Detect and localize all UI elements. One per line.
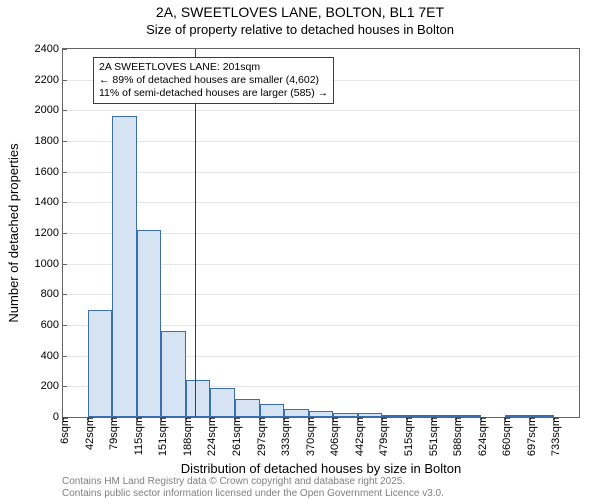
x-tick-label: 551sqm [428,417,440,456]
y-tick-label: 1000 [35,258,63,270]
x-axis-label: Distribution of detached houses by size … [62,461,580,476]
chart-title-line2: Size of property relative to detached ho… [0,22,600,37]
x-tick-label: 224sqm [206,417,218,456]
y-tick-label: 2200 [35,74,63,86]
x-tick-label: 406sqm [329,417,341,456]
grid-line [63,202,579,203]
annotation-line: 2A SWEETLOVES LANE: 201sqm [99,61,328,74]
x-tick-label: 79sqm [108,417,120,450]
x-tick-label: 442sqm [354,417,366,456]
grid-line [63,141,579,142]
histogram-bar [284,409,309,417]
y-tick-label: 2400 [35,43,63,55]
x-tick-label: 151sqm [157,417,169,456]
annotation-line: ← 89% of detached houses are smaller (4,… [99,74,328,87]
x-tick-label: 6sqm [59,417,71,444]
histogram-bar [161,331,186,417]
x-tick-label: 733sqm [550,417,562,456]
footer-attribution: Contains HM Land Registry data © Crown c… [62,476,580,500]
chart-container: 2A, SWEETLOVES LANE, BOLTON, BL1 7ET Siz… [0,0,600,500]
x-tick-label: 697sqm [526,417,538,456]
annotation-line: 11% of semi-detached houses are larger (… [99,87,328,100]
histogram-bar [137,230,162,417]
histogram-bar [186,380,211,417]
x-tick-label: 660sqm [501,417,513,456]
grid-line [63,172,579,173]
histogram-bar [260,404,285,417]
chart-title-line1: 2A, SWEETLOVES LANE, BOLTON, BL1 7ET [0,4,600,20]
x-tick-label: 42sqm [84,417,96,450]
x-tick-label: 115sqm [133,417,145,455]
histogram-bar [235,399,260,417]
x-tick-label: 333sqm [280,417,292,456]
x-tick-label: 624sqm [477,417,489,456]
y-tick-label: 400 [41,350,63,362]
footer-line-1: Contains HM Land Registry data © Crown c… [62,476,580,488]
x-tick-label: 261sqm [231,417,243,456]
y-tick-label: 200 [41,380,63,392]
x-tick-label: 588sqm [452,417,464,456]
y-tick-label: 1800 [35,135,63,147]
y-tick-label: 1600 [35,166,63,178]
y-tick-label: 1400 [35,196,63,208]
x-tick-label: 297sqm [256,417,268,456]
histogram-bar [112,116,137,417]
x-tick-label: 370sqm [305,417,317,456]
y-tick-label: 2000 [35,104,63,116]
y-tick-label: 1200 [35,227,63,239]
footer-line-2: Contains public sector information licen… [62,488,580,500]
y-tick-label: 800 [41,288,63,300]
y-axis-label: Number of detached properties [6,48,24,418]
x-tick-label: 479sqm [378,417,390,456]
plot-area: 0200400600800100012001400160018002000220… [62,48,580,418]
histogram-bar [210,388,235,417]
grid-line [63,110,579,111]
histogram-bar [88,310,113,417]
y-tick-label: 600 [41,319,63,331]
x-tick-label: 188sqm [182,417,194,456]
x-tick-label: 515sqm [403,417,415,456]
annotation-box: 2A SWEETLOVES LANE: 201sqm← 89% of detac… [93,57,334,104]
